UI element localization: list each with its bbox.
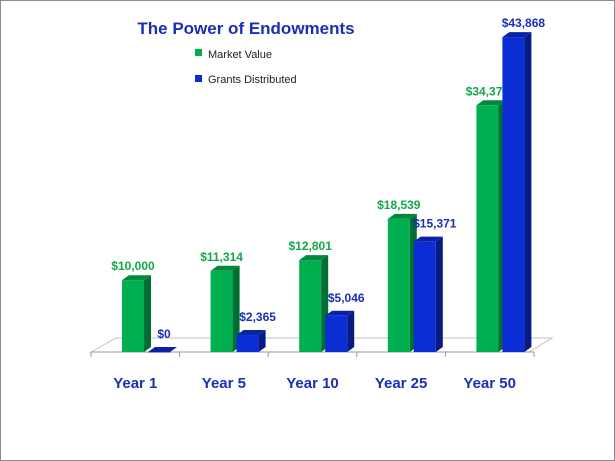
legend-label-grants-distributed: Grants Distributed [208,74,297,86]
data-label-grants-distributed-year-10: $5,046 [328,291,365,305]
bar-market-value-year-25-front [387,218,410,352]
data-label-market-value-year-5: $11,314 [200,250,243,264]
bar-grants-distributed-year-5-front [236,335,259,352]
bar-grants-distributed-year-25-top [413,236,443,242]
category-label-year-1: Year 1 [113,375,157,392]
bar-market-value-year-1-top [122,275,151,281]
bar-grants-distributed-year-10-front [325,315,348,352]
bar-grants-distributed-year-50-top [502,32,532,38]
bar-grants-distributed-year-50-front [502,37,525,352]
chart-title: The Power of Endowments [137,19,354,38]
bar-grants-distributed-year-1-front [148,352,170,353]
bar-market-value-year-25-top [387,213,417,219]
bar-grants-distributed-year-5-top [236,330,266,336]
category-label-year-10: Year 10 [286,375,339,392]
data-label-grants-distributed-year-5: $2,365 [239,310,276,324]
bar-grants-distributed-year-50-side [524,32,532,352]
data-label-market-value-year-25: $18,539 [377,198,421,212]
data-label-grants-distributed-year-25: $15,371 [413,217,457,231]
bar-market-value-year-50-front [476,105,499,352]
bar-market-value-year-1-front [122,280,144,352]
bar-market-value-year-5-top [210,265,240,271]
bar-grants-distributed-year-25-front [413,241,436,352]
bar-market-value-year-5-front [210,270,233,352]
bar-market-value-year-50-top [476,100,506,106]
bar-market-value-year-5-side [232,265,240,352]
category-label-year-50: Year 50 [463,375,516,392]
bar-grants-distributed-year-10-top [325,310,355,316]
data-label-market-value-year-10: $12,801 [289,239,333,253]
legend-label-market-value: Market Value [208,49,272,61]
legend-swatch-grants-distributed [195,75,202,82]
bar-grants-distributed-year-25-side [435,236,443,352]
bar-market-value-year-10-top [299,255,329,261]
data-label-grants-distributed-year-50: $43,868 [502,16,546,30]
data-label-market-value-year-50: $34,371 [466,84,510,98]
category-label-year-25: Year 25 [375,375,428,392]
data-label-grants-distributed-year-1: $0 [157,327,171,341]
bar-market-value-year-1-side [144,275,151,352]
plot-area: $10,000 $0 Year 1 $11,314 $2,365 Year 5 $12,80… [89,16,554,392]
legend-swatch-market-value [195,49,202,56]
bar-grants-distributed-year-10-side [347,310,355,352]
bar-grants-distributed-year-5-side [258,330,266,352]
category-label-year-5: Year 5 [202,375,246,392]
bar-grants-distributed-year-1-top [148,347,177,352]
data-label-market-value-year-1: $10,000 [111,259,155,273]
bar-market-value-year-10-front [299,260,322,352]
